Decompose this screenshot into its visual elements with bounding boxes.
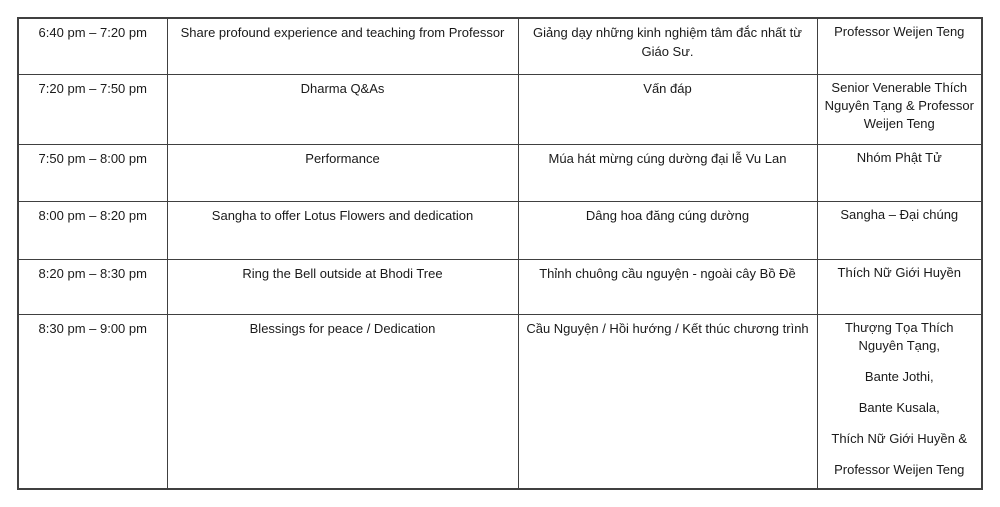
time-cell: 7:50 pm – 8:00 pm — [17, 143, 168, 202]
activity-vi-cell: Thỉnh chuông cầu nguyện - ngoài cây Bồ Đ… — [517, 258, 818, 315]
activity-en-cell: Dharma Q&As — [166, 73, 519, 145]
time-cell: 8:00 pm – 8:20 pm — [17, 200, 168, 260]
time-cell: 6:40 pm – 7:20 pm — [17, 17, 168, 75]
people-cell: Senior Venerable Thích Nguyên Tạng & Pro… — [816, 73, 983, 145]
activity-en-cell: Blessings for peace / Dedication — [166, 313, 519, 490]
table-row: 6:40 pm – 7:20 pm Share profound experie… — [17, 17, 983, 75]
activity-en-cell: Share profound experience and teaching f… — [166, 17, 519, 75]
time-cell: 8:30 pm – 9:00 pm — [17, 313, 168, 490]
person-entry: Senior Venerable Thích Nguyên Tạng & Pro… — [824, 79, 974, 131]
person-entry: Thích Nữ Giới Huyền — [837, 264, 961, 280]
person-entry: Bante Jothi, — [864, 368, 934, 384]
person-entry: Thượng Tọa Thích Nguyên Tạng, — [844, 319, 954, 353]
person-entry: Sangha – Đại chúng — [840, 206, 959, 222]
time-cell: 7:20 pm – 7:50 pm — [17, 73, 168, 145]
table-row: 7:20 pm – 7:50 pm Dharma Q&As Vấn đáp Se… — [17, 73, 983, 145]
table-row: 8:30 pm – 9:00 pm Blessings for peace / … — [17, 313, 983, 490]
activity-vi-cell: Vấn đáp — [517, 73, 818, 145]
people-cell: Thượng Tọa Thích Nguyên Tạng, Bante Joth… — [816, 313, 983, 490]
table-row: 8:00 pm – 8:20 pm Sangha to offer Lotus … — [17, 200, 983, 260]
people-cell: Professor Weijen Teng — [816, 17, 983, 75]
people-cell: Nhóm Phật Tử — [816, 143, 983, 202]
activity-en-cell: Sangha to offer Lotus Flowers and dedica… — [166, 200, 519, 260]
person-entry: Professor Weijen Teng — [834, 24, 965, 39]
activity-vi-cell: Múa hát mừng cúng dường đại lễ Vu Lan — [517, 143, 818, 202]
activity-en-cell: Ring the Bell outside at Bhodi Tree — [166, 258, 519, 315]
schedule-table: 6:40 pm – 7:20 pm Share profound experie… — [17, 17, 983, 490]
table-row: 7:50 pm – 8:00 pm Performance Múa hát mừ… — [17, 143, 983, 202]
activity-vi-cell: Dâng hoa đăng cúng dường — [517, 200, 818, 260]
table-row: 8:20 pm – 8:30 pm Ring the Bell outside … — [17, 258, 983, 315]
time-cell: 8:20 pm – 8:30 pm — [17, 258, 168, 315]
people-cell: Thích Nữ Giới Huyền — [816, 258, 983, 315]
person-entry: Bante Kusala, — [858, 399, 940, 415]
people-cell: Sangha – Đại chúng — [816, 200, 983, 260]
person-entry: Nhóm Phật Tử — [856, 149, 942, 165]
activity-vi-cell: Cầu Nguyện / Hồi hướng / Kết thúc chương… — [517, 313, 818, 490]
person-entry: Professor Weijen Teng — [834, 461, 965, 477]
activity-en-cell: Performance — [166, 143, 519, 202]
person-entry: Thích Nữ Giới Huyền & — [831, 430, 968, 446]
activity-vi-cell: Giảng dạy những kinh nghiệm tâm đắc nhất… — [517, 17, 818, 75]
